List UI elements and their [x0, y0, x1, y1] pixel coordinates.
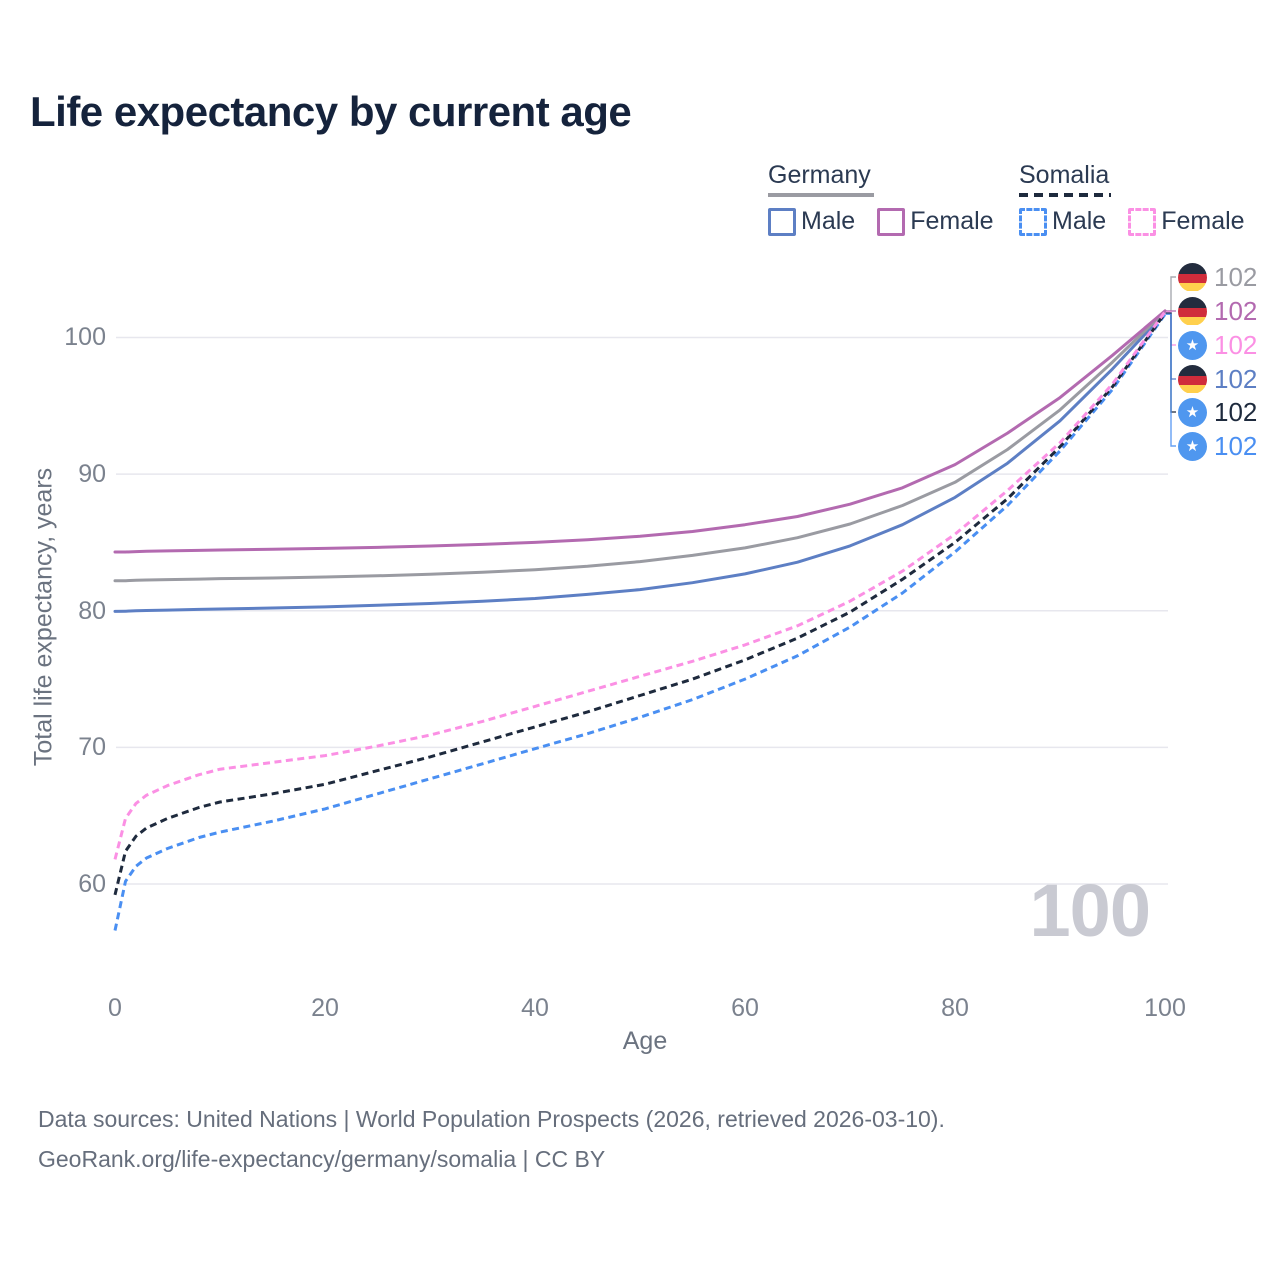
- y-tick-label-90: 90: [78, 460, 106, 488]
- page-title: Life expectancy by current age: [30, 88, 632, 135]
- data-source-note: Data sources: United Nations | World Pop…: [38, 1106, 945, 1132]
- legend-germany-female-swatch[interactable]: [877, 207, 906, 236]
- x-tick-label-60: 60: [731, 994, 759, 1022]
- x-axis-title: Age: [622, 1027, 668, 1055]
- somalia-flag-icon: ★: [1178, 431, 1207, 461]
- germany-flag-icon: [1178, 262, 1207, 292]
- legend-group-germany: Germany Male Female: [768, 160, 1016, 236]
- legend-somalia-male-label[interactable]: Male: [1052, 207, 1107, 235]
- legend-germany-male-swatch[interactable]: [768, 207, 796, 236]
- age-watermark: 100: [1029, 869, 1151, 952]
- legend-germany-male-label[interactable]: Male: [801, 207, 856, 235]
- legend-somalia-male-swatch[interactable]: [1019, 207, 1047, 236]
- legend-germany-title[interactable]: Germany: [768, 161, 871, 189]
- x-tick-label-80: 80: [941, 994, 969, 1022]
- end-label-connector: [1166, 313, 1176, 447]
- legend-group-somalia: Somalia Male Female: [1019, 160, 1267, 236]
- somalia-flag-icon: ★: [1178, 330, 1207, 360]
- end-value: 102: [1214, 431, 1258, 461]
- legend-somalia-female-label[interactable]: Female: [1161, 207, 1245, 235]
- germany-flag-icon: [1178, 296, 1207, 326]
- series-line-somalia-male: [113, 313, 1167, 931]
- y-axis-title: Total life expectancy, years: [29, 467, 58, 767]
- end-label-somalia-both: ★ 102: [1178, 397, 1257, 427]
- y-tick-label-100: 100: [64, 323, 106, 351]
- y-tick-label-80: 80: [78, 597, 106, 625]
- end-value: 102: [1214, 296, 1258, 326]
- y-tick-label-60: 60: [78, 870, 106, 898]
- end-value: 102: [1214, 364, 1258, 394]
- end-label-connector: [1166, 276, 1176, 313]
- x-tick-label-0: 0: [108, 994, 122, 1022]
- legend-somalia-line-swatch: [1019, 193, 1111, 197]
- legend-somalia-female-swatch[interactable]: [1128, 207, 1157, 236]
- legend-germany-female-label[interactable]: Female: [910, 207, 994, 235]
- y-tick-label-70: 70: [78, 733, 106, 761]
- legend-germany-line-swatch: [768, 193, 874, 197]
- end-label-somalia-female: ★ 102: [1178, 330, 1257, 360]
- end-label-somalia-male: ★ 102: [1178, 431, 1257, 461]
- end-label-germany-male: 102: [1178, 364, 1257, 394]
- series-line-germany-both-sexes: [113, 310, 1167, 583]
- end-value: 102: [1214, 397, 1258, 427]
- germany-flag-icon: [1178, 364, 1207, 394]
- x-tick-label-20: 20: [311, 994, 339, 1022]
- series-line-somalia-female: [113, 310, 1167, 860]
- series-line-germany-female: [113, 309, 1167, 554]
- x-tick-label-100: 100: [1144, 994, 1186, 1022]
- x-tick-label-40: 40: [521, 994, 549, 1022]
- series-line-germany-male: [113, 311, 1167, 613]
- end-label-germany-both: 102: [1178, 262, 1257, 292]
- legend-somalia-title[interactable]: Somalia: [1019, 161, 1110, 189]
- attribution-note: GeoRank.org/life-expectancy/germany/soma…: [38, 1146, 606, 1172]
- end-label-germany-female: 102: [1178, 296, 1257, 326]
- end-value: 102: [1214, 330, 1258, 360]
- series-line-somalia-both-sexes: [113, 312, 1167, 896]
- end-value: 102: [1214, 262, 1258, 292]
- somalia-flag-icon: ★: [1178, 397, 1207, 427]
